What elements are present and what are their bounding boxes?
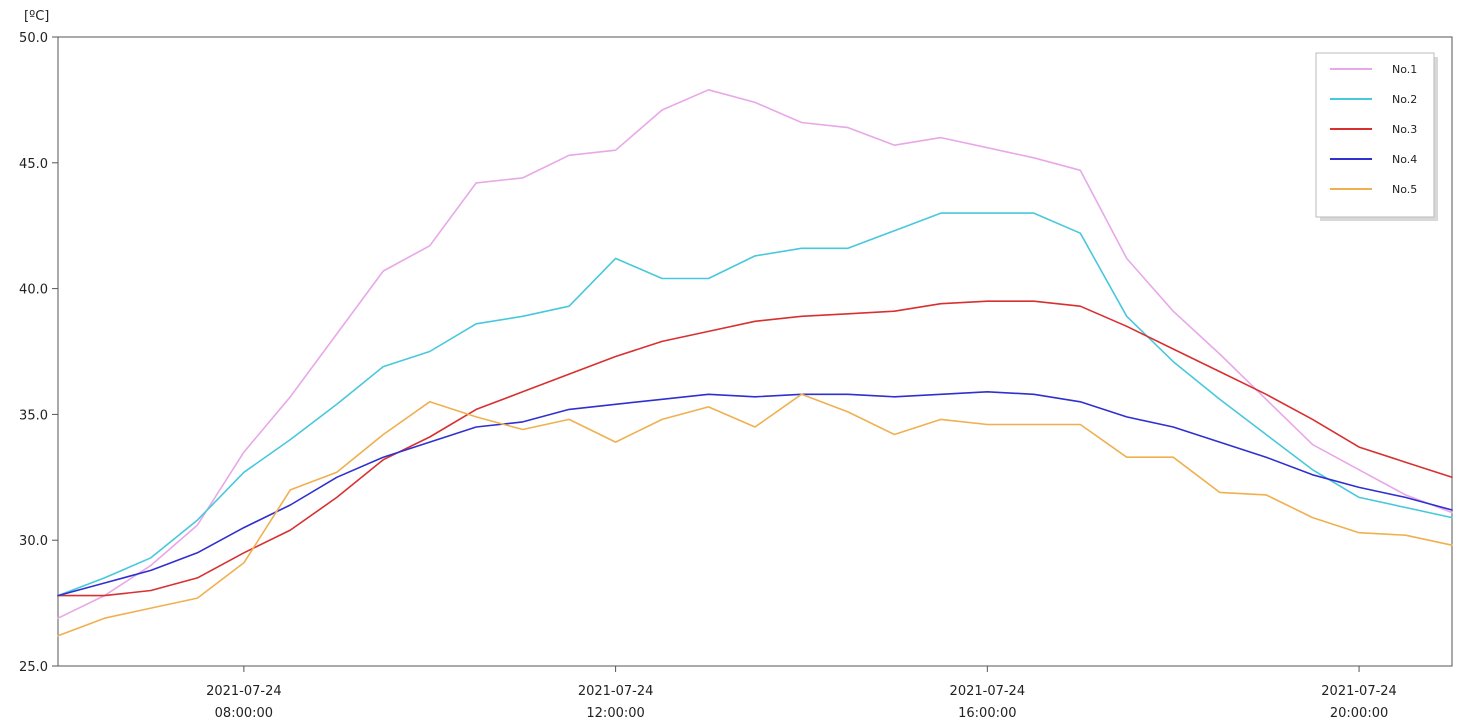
series-line-no5 (57, 393, 1453, 637)
y-tick-label: 25.0 (19, 660, 48, 675)
series-line-no2 (57, 212, 1453, 597)
x-tick-date-label: 2021-07-24 (950, 684, 1026, 699)
y-tick-label: 45.0 (19, 157, 48, 172)
x-tick-time-label: 08:00:00 (215, 706, 273, 721)
x-tick-date-label: 2021-07-24 (1321, 684, 1397, 699)
x-tick-time-label: 16:00:00 (958, 706, 1016, 721)
y-tick-label: 40.0 (19, 283, 48, 298)
x-tick-date-label: 2021-07-24 (206, 684, 282, 699)
series-line-no1 (57, 89, 1453, 620)
legend-entry-label: No.2 (1392, 93, 1417, 106)
x-tick-date-label: 2021-07-24 (578, 684, 654, 699)
legend-entry-label: No.1 (1392, 63, 1417, 76)
y-tick-label: 50.0 (19, 31, 48, 46)
legend-entry-label: No.3 (1392, 123, 1417, 136)
y-tick-label: 30.0 (19, 534, 48, 549)
series-line-no3 (57, 300, 1453, 597)
y-tick-label: 35.0 (19, 408, 48, 423)
series-line-no4 (57, 390, 1453, 597)
plot-area-frame (57, 36, 1453, 667)
legend-entry-label: No.4 (1392, 153, 1417, 166)
y-axis-unit-label: [ºC] (24, 9, 49, 24)
legend-entry-label: No.5 (1392, 183, 1417, 196)
x-tick-time-label: 20:00:00 (1330, 706, 1388, 721)
x-tick-time-label: 12:00:00 (586, 706, 644, 721)
